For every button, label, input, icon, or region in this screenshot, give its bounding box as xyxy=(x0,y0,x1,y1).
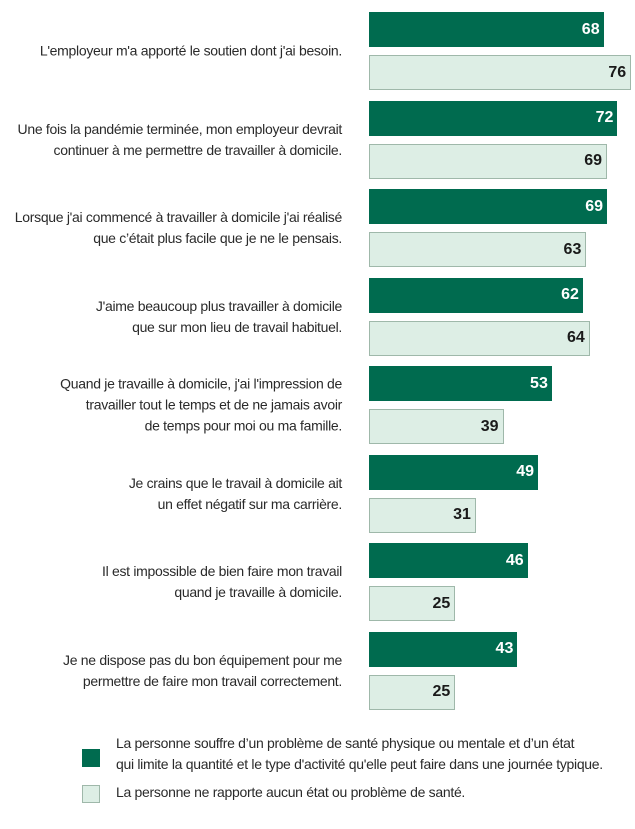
bar-value-label: 25 xyxy=(432,594,451,612)
bar-value-label: 64 xyxy=(567,329,585,346)
bar-value-label: 68 xyxy=(581,20,600,38)
bar: 25 xyxy=(369,586,456,621)
category-label-line: permettre de faire mon travail correctem… xyxy=(82,672,342,689)
bar: 64 xyxy=(369,320,590,356)
bar: 43 xyxy=(369,631,518,667)
category-label-line: L'employeur m'a apporté le soutien dont … xyxy=(39,42,342,59)
bar: 69 xyxy=(369,189,608,224)
legend-swatch xyxy=(82,784,100,803)
legend-label: La personne ne rapporte aucun état ou pr… xyxy=(116,782,626,803)
bar: 63 xyxy=(369,232,587,267)
category-label-line: Une fois la pandémie terminée, mon emplo… xyxy=(17,120,343,137)
category-label-line: Quand je travaille à domicile, j'ai l'im… xyxy=(60,375,342,392)
category-label-line: J'aime beaucoup plus travailler à domici… xyxy=(95,297,342,314)
bar: 68 xyxy=(369,12,604,47)
bar: 31 xyxy=(369,497,476,533)
category-label: Une fois la pandémie terminée, mon emplo… xyxy=(0,119,343,161)
bar-value-label: 31 xyxy=(453,506,471,523)
bar-value-label: 72 xyxy=(595,109,614,126)
bar: 72 xyxy=(369,100,618,136)
legend-label: La personne souffre d’un problème de san… xyxy=(116,733,626,775)
bar-value-label: 46 xyxy=(505,551,524,569)
bar-value-label: 63 xyxy=(563,240,582,258)
category-label-line: Lorsque j'ai commencé à travailler à dom… xyxy=(14,209,343,225)
bar-value-label: 62 xyxy=(561,286,579,303)
category-label-line: Il est impossible de bien faire mon trav… xyxy=(102,563,342,579)
category-label: L'employeur m'a apporté le soutien dont … xyxy=(0,41,342,62)
category-label: Je ne dispose pas du bon équipement pour… xyxy=(0,650,342,692)
legend-label-line: La personne souffre d’un problème de san… xyxy=(116,735,575,751)
bar-value-label: 53 xyxy=(530,374,548,392)
category-label-line: que c’était plus facile que je ne le pen… xyxy=(93,230,342,246)
category-label-line: continuer à me permettre de travailler à… xyxy=(53,141,343,158)
category-label-line: que sur mon lieu de travail habituel. xyxy=(132,318,342,335)
bar-value-label: 49 xyxy=(516,463,535,480)
legend-swatch xyxy=(82,749,100,767)
category-label-line: Je crains que le travail à domicile ait xyxy=(128,474,342,491)
bar: 76 xyxy=(369,55,632,90)
bar-value-label: 25 xyxy=(432,683,451,700)
category-label: Lorsque j'ai commencé à travailler à dom… xyxy=(0,207,343,249)
bar-value-label: 69 xyxy=(584,152,603,169)
category-label: Je crains que le travail à domicile ait u… xyxy=(0,473,342,515)
category-label: J'aime beaucoup plus travailler à domici… xyxy=(0,296,342,338)
bar: 39 xyxy=(369,409,504,444)
category-label-line: quand je travaille à domicile. xyxy=(174,584,342,600)
bar-value-label: 39 xyxy=(480,417,499,435)
category-label-line: Je ne dispose pas du bon équipement pour… xyxy=(63,651,342,668)
bar: 62 xyxy=(369,277,583,313)
bar: 46 xyxy=(369,543,528,578)
category-label: Il est impossible de bien faire mon trav… xyxy=(0,561,342,603)
legend-label-line: qui limite la quantité et le type d'acti… xyxy=(116,756,603,772)
bar: 49 xyxy=(369,454,539,490)
category-label: Quand je travaille à domicile, j'ai l'im… xyxy=(0,374,342,437)
bar: 25 xyxy=(369,674,456,710)
bar: 69 xyxy=(369,143,608,179)
category-label-line: un effet négatif sur ma carrière. xyxy=(157,495,343,512)
category-label-line: de temps pour moi ou ma famille. xyxy=(144,417,343,434)
legend-label-line: La personne ne rapporte aucun état ou pr… xyxy=(116,784,466,800)
category-label-line: travailler tout le temps et de ne jamais… xyxy=(85,396,343,413)
bar: 53 xyxy=(369,366,552,401)
bar-value-label: 43 xyxy=(495,640,514,657)
bar-value-label: 76 xyxy=(608,63,627,81)
bar-value-label: 69 xyxy=(585,197,604,215)
